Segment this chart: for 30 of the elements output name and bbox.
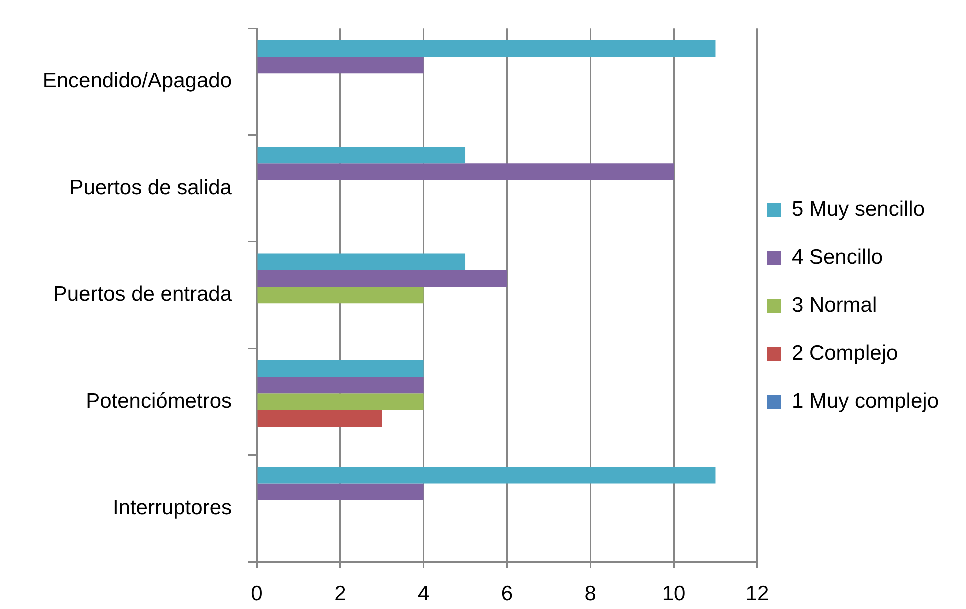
x-tick-label: 4 xyxy=(418,582,430,606)
bar xyxy=(258,147,466,164)
y-tick-label: Puertos de entrada xyxy=(53,283,232,306)
x-tick-label: 8 xyxy=(584,582,596,606)
bar xyxy=(258,394,424,410)
y-tick-label: Encendido/Apagado xyxy=(42,70,232,93)
bar xyxy=(258,484,424,500)
bar xyxy=(258,286,424,304)
bar xyxy=(258,377,424,394)
x-tick-label: 10 xyxy=(662,582,686,606)
bar xyxy=(258,254,466,270)
legend-label: 3 Normal xyxy=(792,294,878,317)
y-tick-label: Potenciómetros xyxy=(86,390,232,413)
y-tick-label: Interruptores xyxy=(112,496,232,520)
legend-label: 5 Muy sencillo xyxy=(792,198,925,221)
bar xyxy=(258,40,716,57)
x-tick-label: 2 xyxy=(334,582,346,606)
legend-label: 2 Complejo xyxy=(792,342,898,365)
bar xyxy=(258,270,508,287)
bar xyxy=(258,164,674,180)
x-tick-label: 0 xyxy=(251,582,263,606)
bar xyxy=(258,360,424,378)
legend-label: 4 Sencillo xyxy=(792,246,883,269)
legend-label: 1 Muy complejo xyxy=(792,390,939,413)
bar xyxy=(258,410,382,427)
x-tick-label: 12 xyxy=(746,582,770,606)
x-tick-label: 6 xyxy=(501,582,514,606)
y-tick-label: Puertos de salida xyxy=(70,176,232,200)
bar xyxy=(258,467,716,484)
bar xyxy=(258,56,424,74)
